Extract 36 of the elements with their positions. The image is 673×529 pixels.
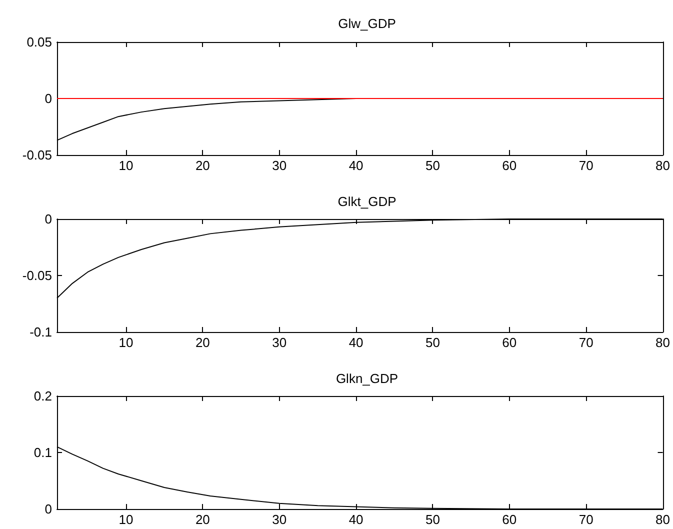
x-tick-label: 70 (578, 512, 594, 527)
chart-title: Glkt_GDP (338, 194, 396, 209)
x-tick-label: 10 (118, 158, 134, 173)
x-tick-label: 80 (656, 335, 670, 350)
y-tick-label: 0.05 (26, 34, 52, 50)
y-tick-label: 0.2 (34, 388, 52, 404)
x-tick-label: 30 (272, 512, 287, 527)
x-tick-label: 50 (425, 335, 440, 350)
x-tick-label: 40 (348, 512, 364, 527)
chart-title: Glkn_GDP (336, 371, 398, 386)
y-tick-label: 0 (44, 502, 52, 516)
x-tick-label: 10 (118, 335, 134, 350)
x-tick-label: 40 (348, 335, 364, 350)
x-tick-label: 60 (502, 158, 517, 173)
x-tick-label: 50 (425, 512, 440, 527)
chart-title: Glw_GDP (338, 16, 396, 31)
y-tick-label: 0.1 (34, 445, 52, 460)
x-tick-label: 20 (195, 335, 210, 350)
x-tick-label: 30 (272, 158, 287, 173)
x-tick-label: 60 (502, 335, 517, 350)
y-tick-label: 0 (44, 212, 52, 226)
y-tick-label: -0.05 (22, 148, 52, 162)
x-tick-label: 20 (195, 158, 210, 173)
x-tick-label: 20 (195, 512, 210, 527)
x-tick-label: 40 (348, 158, 364, 173)
x-tick-label: 70 (578, 158, 594, 173)
x-tick-label: 10 (118, 512, 134, 527)
x-tick-label: 60 (502, 512, 517, 527)
x-tick-label: 30 (272, 335, 287, 350)
y-tick-label: 0 (44, 91, 52, 106)
y-tick-label: -0.1 (30, 324, 52, 340)
x-tick-label: 50 (425, 158, 440, 173)
x-tick-label: 80 (656, 158, 670, 173)
y-tick-label: -0.05 (22, 268, 52, 283)
x-tick-label: 70 (578, 335, 594, 350)
x-tick-label: 80 (656, 512, 670, 527)
